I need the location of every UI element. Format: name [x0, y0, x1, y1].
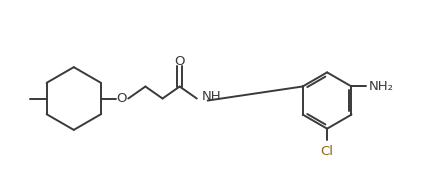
Text: O: O	[174, 55, 185, 68]
Text: NH: NH	[202, 90, 222, 103]
Text: NH₂: NH₂	[369, 80, 394, 93]
Text: O: O	[116, 92, 127, 105]
Text: Cl: Cl	[320, 145, 334, 158]
